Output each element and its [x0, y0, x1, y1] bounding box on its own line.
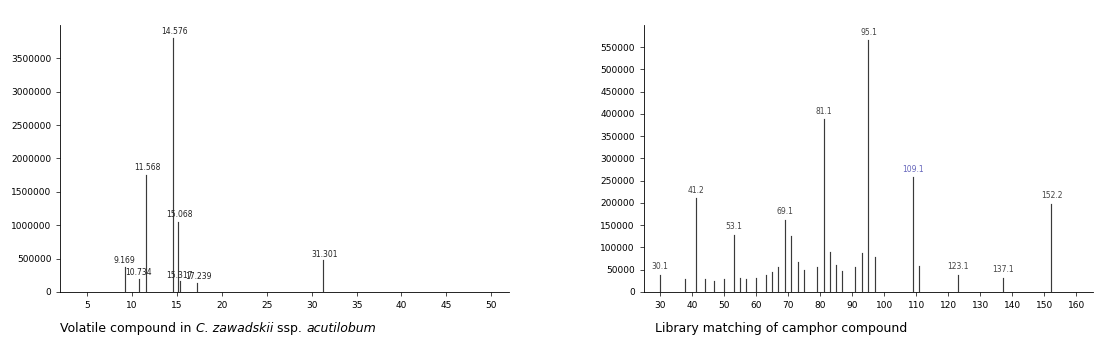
Text: 11.568: 11.568	[134, 163, 160, 172]
Text: C. zawadskii: C. zawadskii	[195, 321, 273, 335]
Text: 152.2: 152.2	[1041, 191, 1062, 200]
Text: 9.169: 9.169	[114, 256, 136, 265]
Text: Library matching of camphor compound: Library matching of camphor compound	[654, 321, 907, 335]
Text: 95.1: 95.1	[860, 28, 877, 37]
Text: 81.1: 81.1	[816, 107, 832, 116]
Text: 15.068: 15.068	[166, 210, 192, 219]
Text: 14.576: 14.576	[160, 27, 188, 36]
Text: acutilobum: acutilobum	[306, 321, 376, 335]
Text: 69.1: 69.1	[776, 207, 794, 216]
Text: 17.239: 17.239	[184, 272, 211, 281]
Text: 53.1: 53.1	[726, 222, 742, 231]
Text: 31.301: 31.301	[311, 250, 337, 258]
Text: ssp.: ssp.	[273, 321, 306, 335]
Text: 123.1: 123.1	[948, 262, 968, 271]
Text: 15.317: 15.317	[167, 271, 193, 280]
Text: 30.1: 30.1	[652, 262, 669, 271]
Text: 41.2: 41.2	[687, 186, 704, 195]
Text: 137.1: 137.1	[993, 265, 1013, 274]
Text: 109.1: 109.1	[903, 164, 925, 174]
Text: Volatile compound in: Volatile compound in	[60, 321, 195, 335]
Text: 10.734: 10.734	[125, 268, 153, 277]
